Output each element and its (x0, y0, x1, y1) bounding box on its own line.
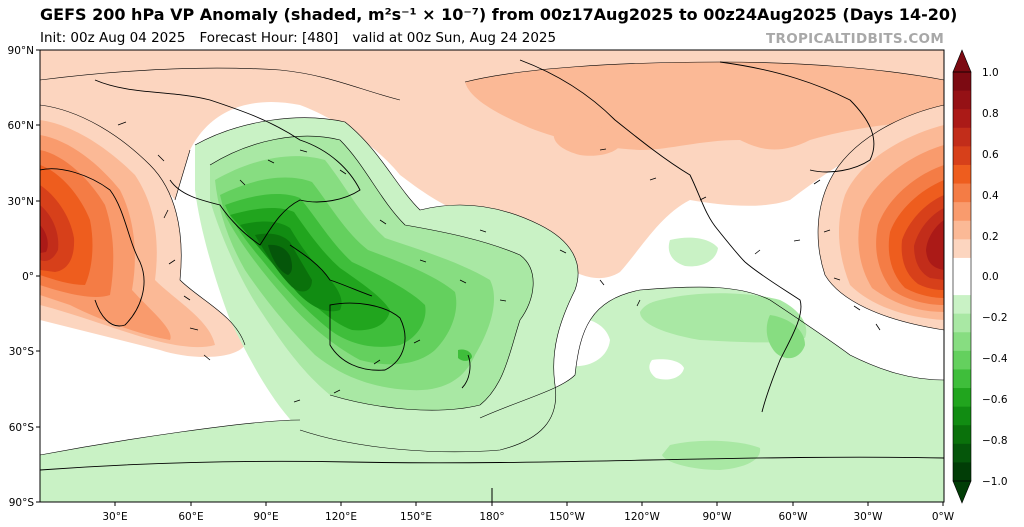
latitude-ticks (36, 49, 40, 503)
colorbar (952, 49, 972, 504)
longitude-ticks (114, 488, 944, 506)
colorbar-label: −0.2 (982, 312, 1008, 324)
colorbar-label: 0.6 (982, 149, 999, 161)
colorbar-segment (953, 183, 971, 203)
colorbar-segment (953, 202, 971, 222)
colorbar-segment (953, 146, 971, 166)
colorbar-segment (953, 295, 971, 315)
colorbar-label: 1.0 (982, 67, 999, 79)
colorbar-segment (953, 276, 971, 296)
colorbar-segment (953, 313, 971, 333)
lat-label: 0° (22, 271, 34, 283)
colorbar-segment (953, 369, 971, 389)
colorbar-label: 0.4 (982, 190, 999, 202)
lon-label: 30°E (102, 511, 127, 523)
colorbar-segment (953, 239, 971, 259)
colorbar-segment (953, 462, 971, 482)
forecast-hour: Forecast Hour: [480] (199, 30, 339, 46)
colorbar-segment (953, 257, 971, 277)
colorbar-segment (953, 127, 971, 147)
lat-label: 60°N (8, 120, 34, 132)
lon-label: 120°E (325, 511, 357, 523)
colorbar-segment (953, 425, 971, 445)
lon-label: 60°E (178, 511, 203, 523)
wind-vectors (117, 121, 881, 403)
colorbar-segment (953, 220, 971, 240)
lat-label: 90°S (9, 497, 35, 509)
anomaly-field (40, 50, 944, 502)
colorbar-label: −0.4 (982, 353, 1008, 365)
init-time: Init: 00z Aug 04 2025 (40, 30, 186, 46)
colorbar-segment (953, 109, 971, 129)
colorbar-segment (953, 443, 971, 463)
watermark: TROPICALTIDBITS.COM (766, 31, 945, 47)
colorbar-segment (953, 406, 971, 426)
colorbar-label: 0.8 (982, 108, 999, 120)
colorbar-label: 0.0 (982, 271, 999, 283)
lat-label: 30°N (8, 196, 34, 208)
colorbar-label: −1.0 (982, 476, 1008, 488)
contour-lines (40, 61, 944, 456)
lat-label: 30°S (9, 346, 35, 358)
colorbar-label: 0.2 (982, 231, 999, 243)
colorbar-segment (953, 164, 971, 185)
longitude-labels: 30°E 60°E 90°E 120°E 150°E 180° 150°W 12… (102, 511, 954, 523)
lon-label: 120°W (624, 511, 660, 523)
colorbar-frame (952, 71, 972, 482)
lat-label: 90°N (8, 45, 34, 57)
chart-subtitle: Init: 00z Aug 04 2025 Forecast Hour: [480… (40, 30, 556, 46)
coastlines (40, 59, 944, 471)
lon-label: 30°W (854, 511, 884, 523)
lon-label: 180° (479, 511, 504, 523)
colorbar-segments (953, 72, 971, 482)
colorbar-labels: 1.0 0.8 0.6 0.4 0.2 0.0 −0.2 −0.4 −0.6 −… (982, 67, 1008, 488)
lat-label: 60°S (9, 422, 35, 434)
colorbar-label: −0.8 (982, 435, 1008, 447)
valid-time: valid at 00z Sun, Aug 24 2025 (352, 30, 557, 46)
lon-label: 90°W (703, 511, 733, 523)
colorbar-max-arrow (952, 49, 972, 73)
latitude-labels: 90°N 60°N 30°N 0° 30°S 60°S 90°S (8, 45, 35, 509)
colorbar-min-arrow (952, 480, 972, 504)
colorbar-segment (953, 350, 971, 370)
colorbar-label: −0.6 (982, 394, 1008, 406)
lon-label: 150°W (549, 511, 585, 523)
lon-label: 60°W (779, 511, 809, 523)
chart-title: GEFS 200 hPa VP Anomaly (shaded, m²s⁻¹ ×… (40, 5, 958, 24)
colorbar-segment (953, 332, 971, 352)
lon-label: 90°E (253, 511, 278, 523)
colorbar-segment (953, 388, 971, 408)
colorbar-segment (953, 90, 971, 110)
colorbar-segment (953, 72, 971, 92)
lon-label: 150°E (400, 511, 432, 523)
lon-label: 0°W (932, 511, 955, 523)
